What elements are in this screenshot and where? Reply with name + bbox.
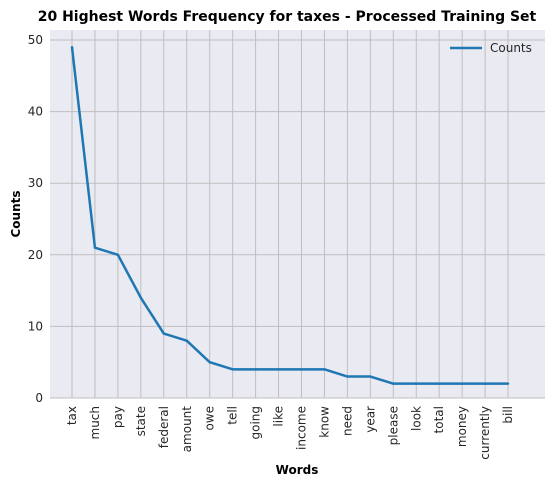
data-point — [70, 45, 74, 49]
y-tick-label: 20 — [28, 248, 43, 262]
x-tick-labels: tax much pay state federal amount owe tell going… — [65, 406, 515, 460]
chart-title: 20 Highest Words Frequency for taxes - P… — [38, 9, 537, 25]
x-tick-label: pay — [111, 406, 125, 428]
data-point — [369, 375, 372, 378]
data-point — [300, 368, 303, 371]
x-tick-label: year — [363, 406, 377, 433]
x-tick-label: going — [249, 406, 263, 440]
x-axis-label: Words — [276, 463, 319, 477]
legend-label-counts: Counts — [490, 41, 532, 55]
y-tick-label: 40 — [28, 105, 43, 119]
grid-lines — [50, 30, 545, 399]
x-tick-label: state — [134, 406, 148, 436]
x-tick-label: owe — [203, 406, 217, 431]
x-tick-label: like — [272, 406, 286, 427]
y-tick-label: 10 — [28, 319, 43, 333]
data-point — [506, 382, 510, 385]
x-tick-label: amount — [180, 406, 194, 453]
plot-area — [50, 30, 545, 398]
y-tick-labels: 0 10 20 30 40 50 — [28, 33, 43, 405]
data-point — [277, 368, 280, 371]
data-point — [460, 382, 464, 385]
x-tick-label: currently — [478, 406, 492, 460]
data-point — [323, 368, 326, 371]
x-tick-label: much — [88, 406, 102, 440]
data-point — [483, 382, 487, 385]
data-point — [185, 339, 188, 342]
x-tick-label: look — [409, 406, 423, 431]
x-tick-label: total — [432, 406, 446, 433]
x-tick-label: income — [295, 406, 309, 450]
series-lines — [70, 45, 510, 385]
x-tick-label: need — [340, 406, 354, 436]
y-axis-label: Counts — [9, 190, 23, 237]
x-tick-label: tell — [226, 406, 240, 425]
data-point — [208, 361, 211, 364]
data-point — [415, 382, 418, 385]
data-point — [93, 246, 97, 249]
data-point — [162, 332, 165, 335]
x-tick-label: bill — [501, 406, 515, 424]
x-tick-label: know — [317, 406, 331, 438]
series-line-counts — [70, 47, 509, 385]
data-point — [438, 382, 441, 385]
data-point — [139, 296, 143, 299]
y-tick-label: 30 — [28, 176, 43, 190]
data-point — [254, 368, 257, 371]
x-tick-label: federal — [157, 406, 171, 448]
legend: Counts — [450, 41, 532, 55]
x-tick-label: money — [455, 406, 469, 447]
y-tick-label: 50 — [28, 33, 43, 47]
x-tick-label: tax — [65, 406, 79, 425]
y-tick-label: 0 — [35, 391, 43, 405]
data-point — [231, 368, 234, 371]
x-tick-label: please — [386, 406, 400, 445]
data-point — [392, 382, 395, 385]
data-point — [346, 375, 349, 378]
data-point — [116, 253, 120, 257]
